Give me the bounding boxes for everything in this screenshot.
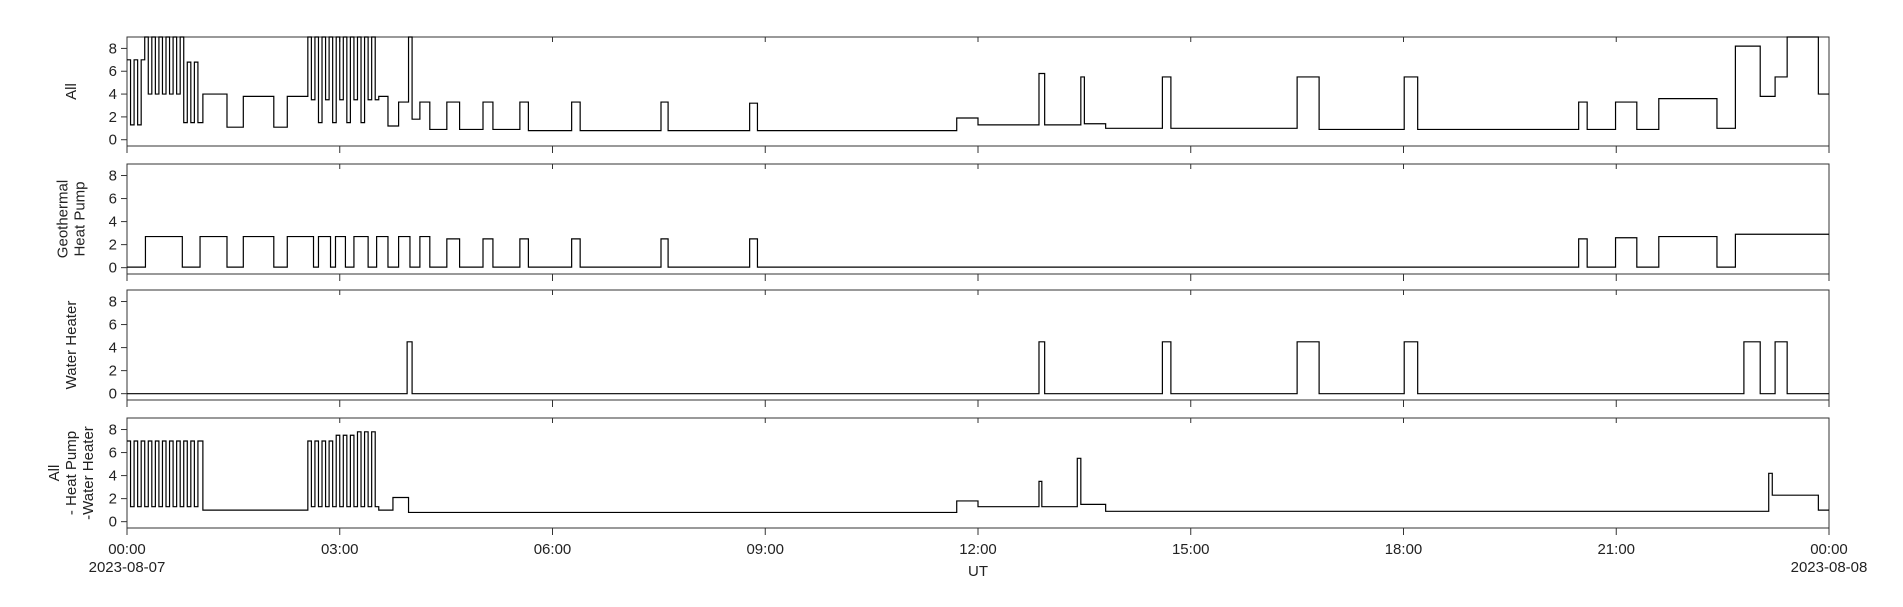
y-tick-label: 6 [109, 445, 117, 462]
y-tick-label: 4 [109, 340, 117, 357]
x-tick-label: 21:00 [1597, 541, 1635, 558]
y-axis-label: - Heat Pump [63, 431, 80, 515]
y-axis-label: All [63, 83, 80, 100]
x-tick-label: 00:00 [108, 541, 146, 558]
plot-frame [126, 163, 1830, 275]
x-tick-label: 18:00 [1385, 541, 1423, 558]
y-tick-label: 2 [109, 109, 117, 126]
y-tick-label: 8 [109, 167, 117, 184]
y-axis-label: Geothermal [54, 180, 71, 258]
x-tick-label: 06:00 [534, 541, 572, 558]
y-tick-label: 0 [109, 260, 117, 277]
data-line [127, 341, 1829, 395]
y-axis-label: All [46, 465, 63, 482]
y-tick-label: 6 [109, 191, 117, 208]
x-tick-label: 03:00 [321, 541, 359, 558]
data-line [127, 431, 1829, 514]
y-tick-label: 6 [109, 317, 117, 334]
y-tick-label: 8 [109, 421, 117, 438]
y-tick-label: 4 [109, 468, 117, 485]
y-tick-label: 2 [109, 491, 117, 508]
y-tick-label: 4 [109, 86, 117, 103]
y-tick-label: 0 [109, 386, 117, 403]
x-tick-label: 15:00 [1172, 541, 1210, 558]
x-date-label: 2023-08-07 [89, 559, 166, 576]
y-tick-label: 0 [109, 514, 117, 531]
y-axis-label: Heat Pump [71, 181, 88, 256]
x-axis-label: UT [968, 563, 988, 580]
y-tick-label: 0 [109, 132, 117, 149]
y-tick-label: 8 [109, 40, 117, 57]
plot-frame [126, 289, 1830, 401]
y-tick-label: 2 [109, 237, 117, 254]
data-line [127, 36, 1829, 132]
y-axis-label: -Water Heater [80, 426, 97, 520]
y-tick-label: 4 [109, 214, 117, 231]
y-tick-label: 8 [109, 293, 117, 310]
x-tick-label: 09:00 [746, 541, 784, 558]
y-tick-label: 6 [109, 63, 117, 80]
data-line [127, 233, 1829, 268]
x-tick-label: 12:00 [959, 541, 997, 558]
y-tick-label: 2 [109, 363, 117, 380]
x-date-label: 2023-08-08 [1791, 559, 1868, 576]
y-axis-label: Water Heater [63, 301, 80, 390]
x-tick-label: 00:00 [1810, 541, 1848, 558]
